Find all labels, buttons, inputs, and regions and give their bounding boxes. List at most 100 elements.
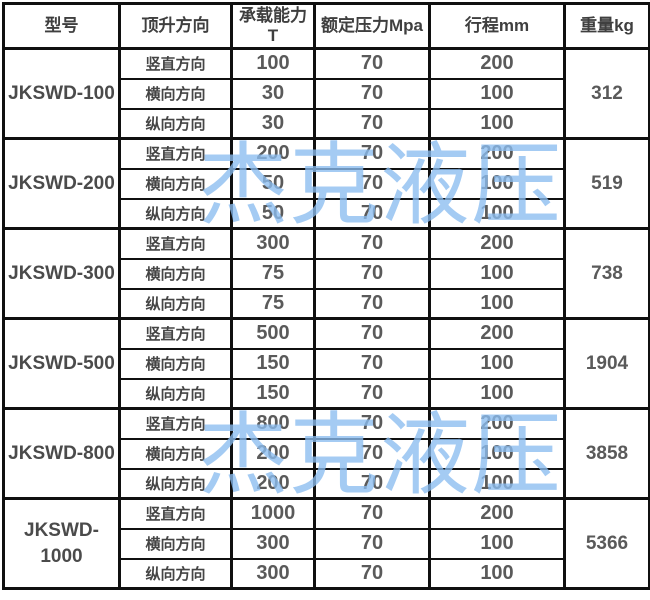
- cell-stroke: 200: [428, 227, 566, 260]
- cell-capacity: 300: [230, 227, 316, 260]
- cell-direction: 纵向方向: [118, 467, 233, 500]
- table-row: 纵向方向 150 70 100: [4, 377, 650, 410]
- table-row: 横向方向 300 70 100: [4, 527, 650, 560]
- cell-capacity: 800: [230, 407, 316, 440]
- cell-pressure: 70: [313, 167, 431, 200]
- cell-model: JKSWD-800: [2, 407, 121, 500]
- cell-capacity: 75: [230, 287, 316, 320]
- cell-stroke: 100: [428, 77, 566, 110]
- cell-pressure: 70: [313, 107, 431, 140]
- table-row: JKSWD-300 竖直方向 300 70 200 738: [2, 227, 650, 320]
- cell-capacity: 30: [230, 107, 316, 140]
- cell-pressure: 70: [313, 437, 431, 470]
- cell-capacity: 300: [230, 557, 316, 590]
- cell-capacity: 300: [230, 527, 316, 560]
- spec-table: 型号 顶升方向 承载能力 T 额定压力Mpa 行程mm 重量kg JKSWD-1…: [2, 2, 650, 590]
- cell-capacity: 30: [230, 77, 316, 110]
- cell-stroke: 200: [428, 47, 566, 80]
- cell-pressure: 70: [313, 467, 431, 500]
- cell-direction: 横向方向: [118, 437, 233, 470]
- col-header-model: 型号: [2, 2, 121, 50]
- cell-model: JKSWD-100: [2, 47, 121, 140]
- cell-stroke: 200: [428, 407, 566, 440]
- cell-weight: 5366: [563, 497, 650, 590]
- table-row: 横向方向 30 70 100: [4, 77, 650, 110]
- table-row: JKSWD-100 竖直方向 100 70 200 312: [2, 47, 650, 140]
- cell-direction: 纵向方向: [118, 287, 233, 320]
- cell-direction: 竖直方向: [118, 317, 233, 350]
- cell-capacity: 150: [230, 377, 316, 410]
- cell-direction: 纵向方向: [118, 107, 233, 140]
- cell-capacity: 75: [230, 257, 316, 290]
- cell-capacity: 200: [230, 467, 316, 500]
- cell-direction: 横向方向: [118, 527, 233, 560]
- cell-stroke: 100: [428, 377, 566, 410]
- table-row: JKSWD-500 竖直方向 500 70 200 1904: [2, 317, 650, 410]
- cell-weight: 519: [563, 137, 650, 230]
- cell-stroke: 200: [428, 497, 566, 530]
- cell-model: JKSWD-300: [2, 227, 121, 320]
- cell-stroke: 100: [428, 527, 566, 560]
- table-row: 纵向方向 300 70 100: [4, 557, 650, 590]
- cell-stroke: 100: [428, 467, 566, 500]
- cell-stroke: 100: [428, 287, 566, 320]
- col-header-capacity: 承载能力 T: [230, 2, 316, 50]
- cell-capacity: 50: [230, 167, 316, 200]
- cell-direction: 竖直方向: [118, 407, 233, 440]
- cell-stroke: 100: [428, 107, 566, 140]
- cell-capacity: 100: [230, 47, 316, 80]
- cell-capacity: 200: [230, 137, 316, 170]
- cell-weight: 1904: [563, 317, 650, 410]
- cell-pressure: 70: [313, 257, 431, 290]
- table-row: 纵向方向 50 70 100: [4, 197, 650, 230]
- table-row: 横向方向 150 70 100: [4, 347, 650, 380]
- cell-model: JKSWD-500: [2, 317, 121, 410]
- col-header-weight: 重量kg: [563, 2, 650, 50]
- cell-direction: 横向方向: [118, 257, 233, 290]
- table-row: 横向方向 50 70 100: [4, 167, 650, 200]
- cell-pressure: 70: [313, 497, 431, 530]
- cell-weight: 312: [563, 47, 650, 140]
- table-row: JKSWD- 1000 竖直方向 1000 70 200 5366: [2, 497, 650, 590]
- cell-direction: 竖直方向: [118, 227, 233, 260]
- cell-direction: 竖直方向: [118, 137, 233, 170]
- table-row: 纵向方向 30 70 100: [4, 107, 650, 140]
- col-header-stroke: 行程mm: [428, 2, 566, 50]
- cell-pressure: 70: [313, 287, 431, 320]
- cell-model: JKSWD- 1000: [2, 497, 121, 590]
- cell-direction: 横向方向: [118, 167, 233, 200]
- cell-stroke: 200: [428, 137, 566, 170]
- col-header-direction: 顶升方向: [118, 2, 233, 50]
- header-row: 型号 顶升方向 承载能力 T 额定压力Mpa 行程mm 重量kg: [2, 2, 650, 50]
- cell-direction: 竖直方向: [118, 497, 233, 530]
- cell-stroke: 100: [428, 347, 566, 380]
- cell-direction: 横向方向: [118, 77, 233, 110]
- cell-stroke: 100: [428, 167, 566, 200]
- cell-stroke: 100: [428, 557, 566, 590]
- table-row: JKSWD-200 竖直方向 200 70 200 519: [2, 137, 650, 230]
- cell-pressure: 70: [313, 557, 431, 590]
- table-row: 纵向方向 200 70 100: [4, 467, 650, 500]
- table-row: 横向方向 75 70 100: [4, 257, 650, 290]
- cell-capacity: 150: [230, 347, 316, 380]
- cell-direction: 纵向方向: [118, 557, 233, 590]
- cell-weight: 738: [563, 227, 650, 320]
- cell-pressure: 70: [313, 47, 431, 80]
- col-header-pressure: 额定压力Mpa: [313, 2, 431, 50]
- cell-pressure: 70: [313, 77, 431, 110]
- cell-direction: 纵向方向: [118, 197, 233, 230]
- cell-direction: 横向方向: [118, 347, 233, 380]
- table-row: 横向方向 200 70 100: [4, 437, 650, 470]
- cell-capacity: 1000: [230, 497, 316, 530]
- cell-stroke: 100: [428, 197, 566, 230]
- cell-pressure: 70: [313, 197, 431, 230]
- cell-stroke: 100: [428, 257, 566, 290]
- cell-pressure: 70: [313, 317, 431, 350]
- cell-capacity: 200: [230, 437, 316, 470]
- cell-capacity: 500: [230, 317, 316, 350]
- cell-pressure: 70: [313, 377, 431, 410]
- table-row: 纵向方向 75 70 100: [4, 287, 650, 320]
- cell-capacity: 50: [230, 197, 316, 230]
- table-row: JKSWD-800 竖直方向 800 70 200 3858: [2, 407, 650, 500]
